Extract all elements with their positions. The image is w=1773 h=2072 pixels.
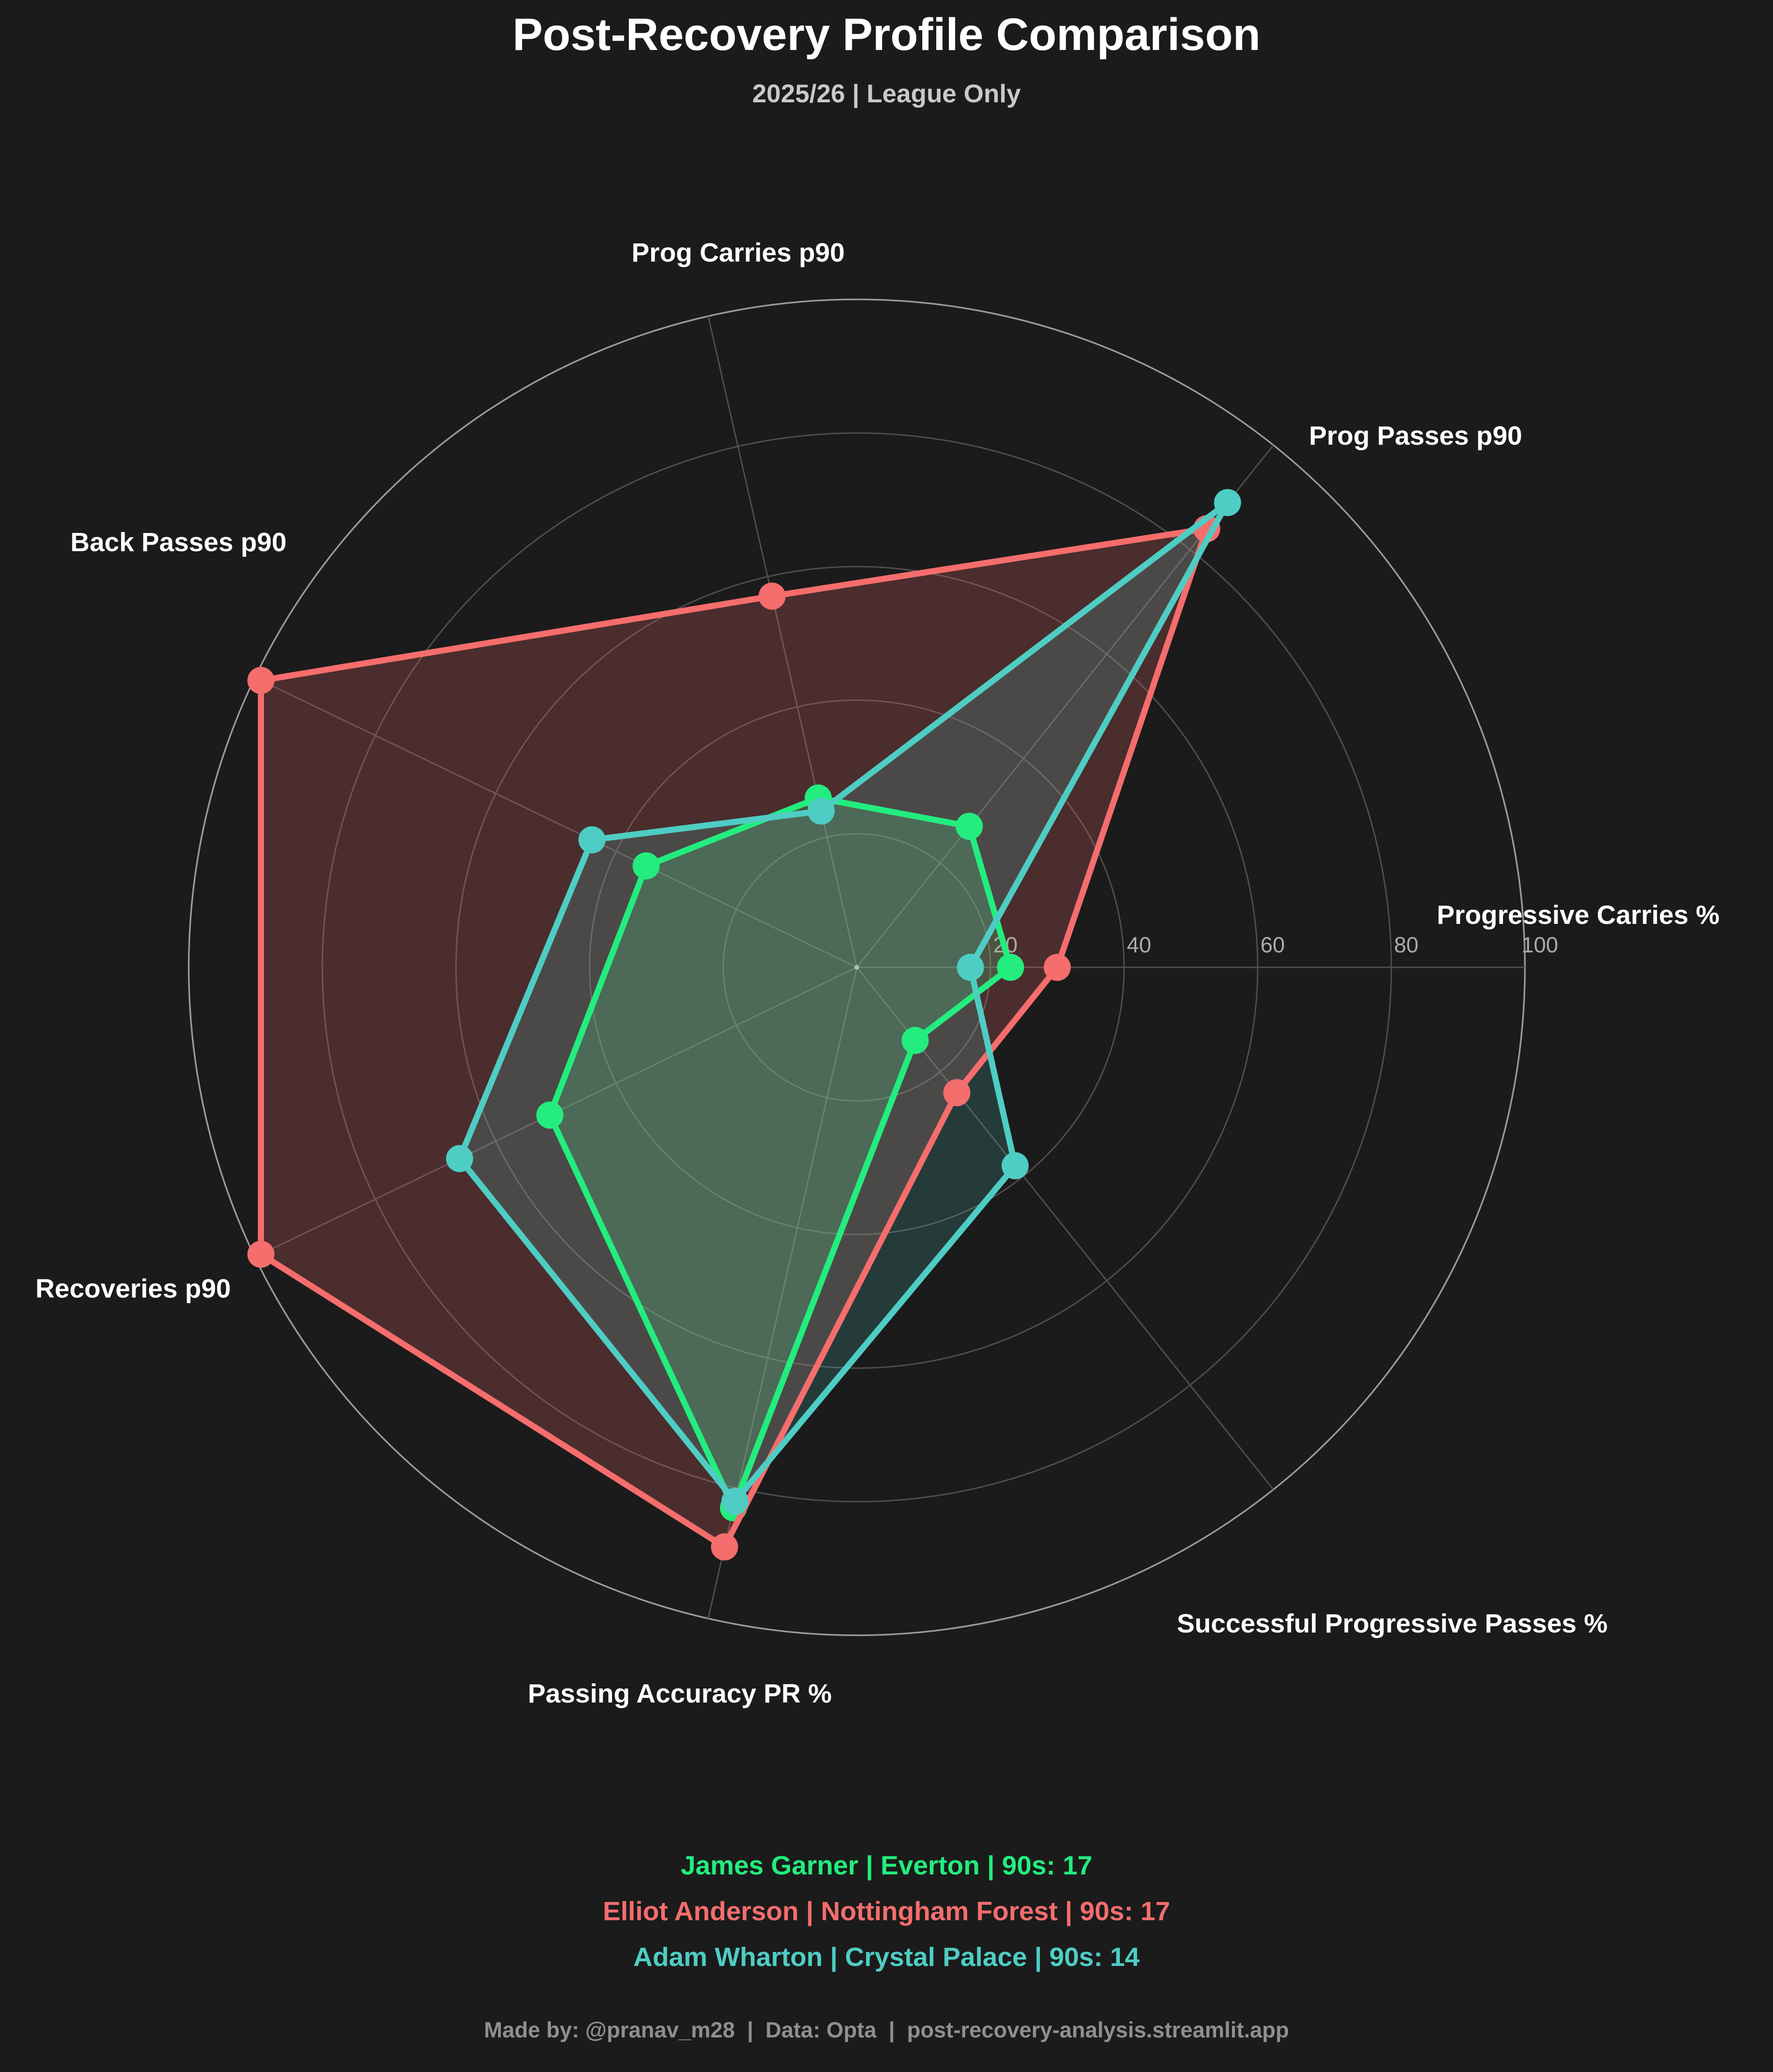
legend-item-elliot-anderson: Elliot Anderson | Nottingham Forest | 90… — [603, 1896, 1170, 1926]
series-fill — [261, 528, 1207, 1547]
data-point — [955, 813, 983, 840]
data-point — [711, 1533, 738, 1561]
data-point — [536, 1101, 563, 1129]
data-point — [578, 826, 606, 853]
radial-tick-100: 100 — [1522, 932, 1558, 957]
series-outline — [258, 525, 1210, 1550]
data-point — [247, 1241, 275, 1268]
grid-spoke — [254, 677, 857, 968]
series-fills — [261, 503, 1228, 1547]
axis-label-progressive-carries-pct: Progressive Carries % — [1437, 900, 1719, 930]
credits-footer: Made by: @pranav_m28 | Data: Opta | post… — [484, 2017, 1289, 2042]
data-point — [247, 667, 275, 694]
series-outline — [456, 499, 1231, 1504]
radial-tick-80: 80 — [1394, 932, 1418, 957]
legend: James Garner | Everton | 90s: 17 Elliot … — [0, 1843, 1773, 1980]
data-point — [633, 852, 660, 880]
data-point — [1001, 1152, 1029, 1179]
data-point — [807, 797, 835, 825]
page-subtitle: 2025/26 | League Only — [752, 79, 1021, 108]
series-fill — [459, 503, 1228, 1502]
data-point — [957, 954, 984, 981]
data-point — [446, 1145, 473, 1172]
axis-label-passing-accuracy-pr-pct: Passing Accuracy PR % — [528, 1679, 832, 1709]
axis-label-back-passes-p90: Back Passes p90 — [71, 527, 287, 557]
data-point — [1044, 954, 1071, 981]
data-point — [1214, 489, 1241, 516]
data-point — [997, 954, 1024, 981]
radial-tick-60: 60 — [1260, 932, 1285, 957]
data-point — [721, 1488, 749, 1515]
radial-tick-40: 40 — [1127, 932, 1151, 957]
series-fill — [549, 798, 1011, 1508]
grid-spoke — [856, 967, 1274, 1490]
center-dot — [854, 965, 859, 970]
legend-item-james-garner: James Garner | Everton | 90s: 17 — [680, 1851, 1093, 1880]
axis-label-prog-passes-p90: Prog Passes p90 — [1309, 421, 1522, 451]
axis-label-recoveries-p90: Recoveries p90 — [36, 1274, 231, 1304]
legend-item-adam-wharton: Adam Wharton | Crystal Palace | 90s: 14 — [633, 1942, 1140, 1972]
axis-label-prog-carries-p90: Prog Carries p90 — [632, 238, 845, 268]
series-outline — [547, 795, 1014, 1511]
axis-label-successful-prog-passes-pct: Successful Progressive Passes % — [1177, 1609, 1608, 1639]
axis-labels: Progressive Carries % Prog Passes p90 Pr… — [36, 238, 1720, 1709]
grid-spoke — [707, 316, 858, 968]
data-point — [901, 1027, 929, 1054]
data-point — [943, 1079, 970, 1107]
radial-tick-labels: 20 40 60 80 100 — [993, 932, 1558, 957]
page-title: Post-Recovery Profile Comparison — [513, 9, 1260, 60]
series-lines — [247, 489, 1241, 1561]
data-point — [758, 582, 786, 610]
